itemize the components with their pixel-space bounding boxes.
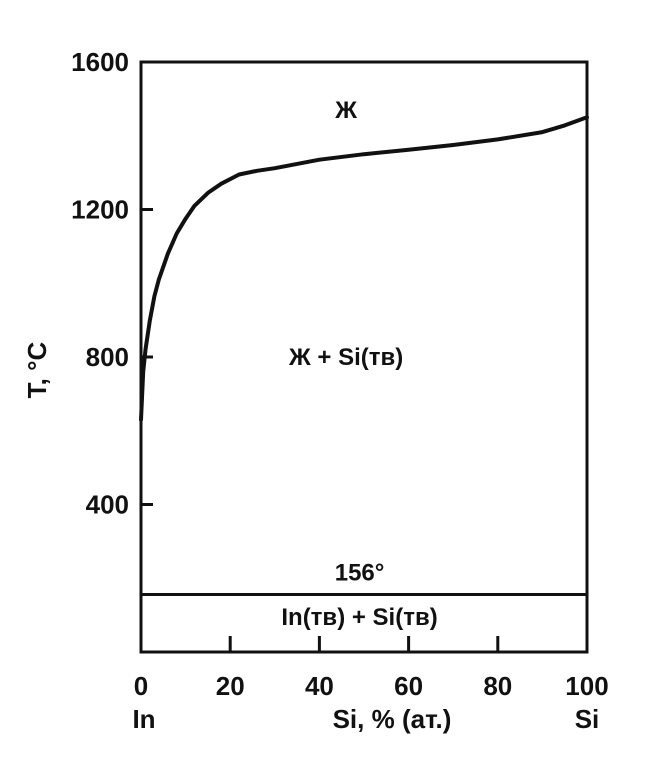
y-axis-label: T, °C bbox=[22, 341, 52, 398]
y-tick-label-800: 800 bbox=[86, 342, 129, 372]
y-tick-label-1200: 1200 bbox=[71, 195, 129, 225]
liquidus-curve bbox=[139, 115, 589, 422]
region-label-0: Ж bbox=[334, 97, 357, 124]
x-tick-label-0: 0 bbox=[134, 671, 148, 701]
region-label-1: Ж + Si(тв) bbox=[288, 344, 403, 371]
x-tick-label-20: 20 bbox=[216, 671, 245, 701]
region-label-2: 156° bbox=[335, 560, 385, 587]
x-axis-ticks: 0 20 40 60 80 100 bbox=[134, 636, 609, 701]
x-tick-label-60: 60 bbox=[394, 671, 423, 701]
x-axis-end-label-in: In bbox=[132, 704, 155, 734]
x-axis-end-label-si: Si bbox=[575, 704, 600, 734]
x-tick-label-100: 100 bbox=[565, 671, 608, 701]
x-tick-label-80: 80 bbox=[483, 671, 512, 701]
y-tick-label-1600: 1600 bbox=[71, 47, 129, 77]
x-tick-label-40: 40 bbox=[305, 671, 334, 701]
region-label-3: In(тв) + Si(тв) bbox=[281, 604, 437, 631]
x-axis-label: Si, % (ат.) bbox=[333, 704, 452, 734]
region-labels: Ж Ж + Si(тв) 156° In(тв) + Si(тв) bbox=[281, 97, 437, 631]
y-tick-label-400: 400 bbox=[86, 490, 129, 520]
y-axis-ticks: 400 800 1200 1600 bbox=[71, 47, 153, 520]
